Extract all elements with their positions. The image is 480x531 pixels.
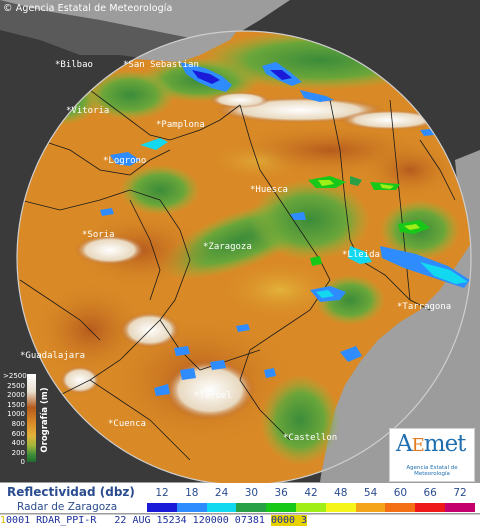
elevation-tick: 2500 xyxy=(7,381,25,390)
legend-subtitle: Radar de Zaragoza xyxy=(17,501,118,513)
scale-label-48: 48 xyxy=(334,487,348,499)
city-label-huesca: *Huesca xyxy=(250,185,288,195)
status-text: 0001 RDAR_PPI-R 22 AUG 15234 120000 0738… xyxy=(6,515,271,526)
legend-title: Reflectividad (dbz) xyxy=(7,485,135,499)
aemet-logo: AEmet Agencia Estatal de Meteorología xyxy=(389,428,475,482)
city-label-guadalajara: *Guadalajara xyxy=(20,351,85,361)
scale-label-18: 18 xyxy=(185,487,199,499)
scale-label-24: 24 xyxy=(214,487,229,499)
elevation-tick: 400 xyxy=(11,439,25,448)
scale-swatch-48 xyxy=(325,503,356,512)
status-tail: 0000 3 xyxy=(270,515,308,526)
scale-label-66: 66 xyxy=(423,487,437,499)
city-labels: *Bilbao *San Sebastian *Vitoria *Pamplona *L… xyxy=(20,60,451,443)
elevation-tick: 0 xyxy=(20,458,25,467)
city-label-tarragona: *Tarragona xyxy=(397,302,451,312)
scale-swatch-72 xyxy=(445,503,475,512)
header-credit-text: Agencia Estatal de Meteorología xyxy=(15,3,173,14)
elevation-tick: 1500 xyxy=(7,400,25,409)
scale-swatch-54 xyxy=(355,503,386,512)
aemet-logo-mark: AEmet xyxy=(396,431,466,457)
copyright-symbol: © xyxy=(3,3,13,14)
elevation-colorbar xyxy=(27,374,36,462)
elevation-tick: 200 xyxy=(11,448,25,457)
scale-label-12: 12 xyxy=(155,487,169,499)
status-bar: 10001 RDAR_PPI-R 22 AUG 15234 120000 073… xyxy=(0,514,480,531)
city-label-castellon: *Castellon xyxy=(283,433,337,443)
city-label-san-sebastian: *San Sebastian xyxy=(123,60,199,70)
scale-swatch-66 xyxy=(415,503,446,512)
city-label-zaragoza: *Zaragoza xyxy=(203,242,252,252)
scale-swatch-18 xyxy=(176,503,207,512)
scale-label-72: 72 xyxy=(453,487,467,499)
elevation-tick: 600 xyxy=(11,429,25,438)
city-label-pamplona: *Pamplona xyxy=(156,120,205,130)
city-label-bilbao: *Bilbao xyxy=(55,60,93,70)
scale-label-54: 54 xyxy=(363,487,378,499)
scale-swatch-12 xyxy=(147,503,177,512)
aemet-logo-subtitle: Agencia Estatal de Meteorología xyxy=(406,465,458,477)
scale-swatch-24 xyxy=(206,503,237,512)
scale-label-36: 36 xyxy=(274,487,288,499)
scale-label-60: 60 xyxy=(393,487,408,499)
city-label-vitoria: *Vitoria xyxy=(66,106,109,116)
scale-label-42: 42 xyxy=(304,487,318,499)
header-credit: © Agencia Estatal de Meteorología xyxy=(3,3,172,14)
city-label-logrono: *Logrono xyxy=(103,156,146,166)
scale-swatch-60 xyxy=(385,503,416,512)
scale-label-30: 30 xyxy=(244,487,259,499)
status-lead: 1 xyxy=(0,515,7,526)
scale-swatch-36 xyxy=(266,503,297,512)
city-label-teruel: *Teruel xyxy=(194,391,232,401)
city-label-lleida: *Lleida xyxy=(342,250,380,260)
radar-disc xyxy=(17,31,471,485)
scale-swatch-42 xyxy=(296,503,326,512)
elevation-tick: 800 xyxy=(11,420,25,428)
elevation-tick: 2000 xyxy=(7,391,25,400)
elevation-tick: >2500 xyxy=(3,372,27,380)
city-label-soria: *Soria xyxy=(82,230,115,240)
city-label-cuenca: *Cuenca xyxy=(108,419,146,429)
elevation-tick: 1000 xyxy=(7,410,25,419)
scale-swatch-30 xyxy=(236,503,267,512)
elevation-title: Orografía (m) xyxy=(40,387,50,453)
